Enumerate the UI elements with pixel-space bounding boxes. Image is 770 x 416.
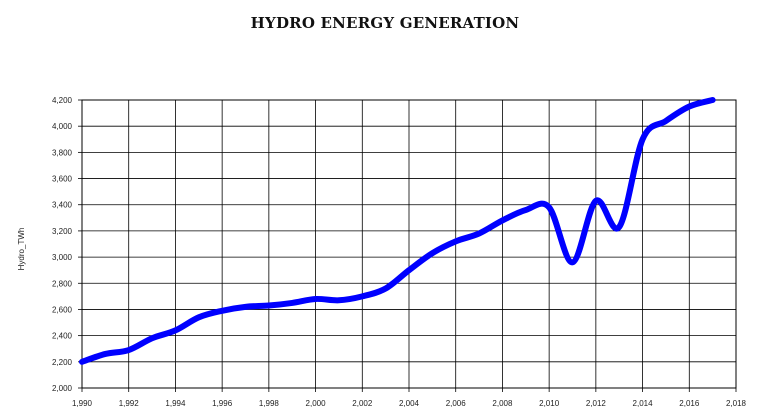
- y-tick-label: 3,800: [52, 148, 73, 157]
- x-tick-label: 2,002: [352, 399, 373, 408]
- x-tick-label: 2,014: [633, 399, 654, 408]
- x-tick-label: 1,998: [259, 399, 280, 408]
- y-tick-label: 4,200: [52, 96, 73, 105]
- y-axis-label: Hydro_TWh: [17, 228, 26, 271]
- series-lines: [79, 97, 716, 365]
- grid: [78, 99, 737, 392]
- x-tick-label: 2,004: [399, 399, 420, 408]
- x-tick-label: 2,018: [726, 399, 747, 408]
- y-tick-label: 2,600: [52, 305, 73, 314]
- y-tick-label: 3,200: [52, 227, 73, 236]
- y-tick-label: 2,400: [52, 332, 73, 341]
- x-tick-label: 2,000: [306, 399, 327, 408]
- x-tick-label: 2,006: [446, 399, 467, 408]
- y-tick-label: 4,000: [52, 122, 73, 131]
- x-tick-label: 2,010: [539, 399, 560, 408]
- y-tick-label: 2,200: [52, 358, 73, 367]
- y-tick-label: 3,600: [52, 175, 73, 184]
- x-tick-label: 2,012: [586, 399, 607, 408]
- x-tick-label: 2,008: [492, 399, 513, 408]
- tick-labels: 1,990 1,992 1,994 1,996 1,998 2,000 2,002 2,004…: [52, 96, 747, 408]
- x-tick-label: 1,990: [72, 399, 93, 408]
- series-line: [79, 97, 716, 365]
- chart-title: HYDRO ENERGY GENERATION: [250, 14, 520, 32]
- x-tick-label: 1,994: [165, 399, 186, 408]
- y-tick-label: 2,000: [52, 384, 73, 393]
- x-tick-label: 1,996: [212, 399, 233, 408]
- y-tick-label: 2,800: [52, 279, 73, 288]
- y-tick-label: 3,000: [52, 253, 73, 262]
- y-tick-label: 3,400: [52, 201, 73, 210]
- x-tick-label: 2,016: [679, 399, 700, 408]
- x-tick-label: 1,992: [119, 399, 140, 408]
